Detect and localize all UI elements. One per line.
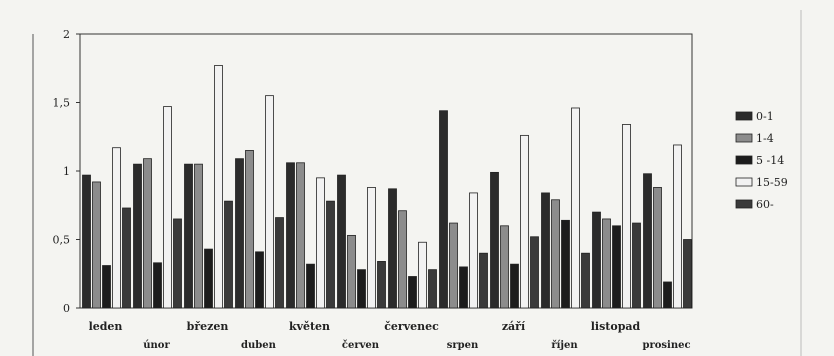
bar-září-0-1 (490, 171, 499, 309)
bar-květen-60- (326, 200, 335, 309)
x-tick-label: duben (241, 340, 277, 351)
bar-únor-60- (173, 218, 182, 309)
x-tick-label: květen (289, 320, 330, 333)
bar-červenec-5-14 (408, 276, 417, 309)
bar-listopad-5-14 (612, 225, 621, 309)
y-tick-label: 1,5 (53, 97, 71, 110)
bar-červen-1-4 (347, 234, 356, 309)
y-tick-label: 0 (63, 302, 70, 315)
bar-květen-1-4 (296, 162, 305, 309)
bar-září-1-4 (500, 225, 509, 309)
x-tick-label: prosinec (642, 340, 690, 351)
legend-swatch (735, 177, 753, 187)
legend-label: 5 -14 (756, 154, 784, 167)
bar-prosinec-5-14 (663, 281, 672, 309)
bar-srpen-60- (479, 252, 488, 309)
y-tick-label: 2 (63, 28, 70, 41)
legend-swatch (735, 155, 753, 165)
bar-leden-15-59 (112, 147, 121, 309)
bar-leden-1-4 (92, 181, 101, 309)
bar-prosinec-0-1 (643, 173, 652, 309)
legend-swatch (735, 133, 753, 143)
bar-srpen-15-59 (469, 192, 478, 309)
x-tick-label: březen (187, 320, 229, 333)
bar-listopad-60- (632, 222, 641, 309)
x-tick-label: říjen (551, 340, 578, 351)
y-tick-label: 1 (63, 165, 70, 178)
bar-červenec-1-4 (398, 210, 407, 309)
bar-leden-5-14 (102, 265, 111, 309)
bar-červenec-60- (428, 269, 437, 309)
bar-prosinec-60- (683, 239, 692, 309)
bar-únor-1-4 (143, 158, 152, 309)
bar-říjen-0-1 (541, 192, 550, 309)
bar-březen-0-1 (184, 163, 193, 309)
bar-leden-60- (122, 207, 131, 309)
bar-březen-5-14 (204, 248, 213, 309)
bar-červen-15-59 (367, 187, 376, 309)
bar-říjen-5-14 (561, 219, 570, 309)
bar-červenec-0-1 (388, 188, 397, 309)
bar-březen-1-4 (194, 163, 203, 309)
bar-červenec-15-59 (418, 241, 427, 309)
bar-srpen-1-4 (449, 222, 458, 309)
bar-květen-15-59 (316, 177, 325, 309)
bar-duben-1-4 (245, 150, 254, 309)
x-tick-label: srpen (447, 340, 479, 351)
y-tick-label: 0,5 (53, 234, 71, 247)
bar-září-60- (530, 236, 539, 309)
x-tick-label: listopad (591, 320, 641, 333)
bar-červen-60- (377, 261, 386, 309)
x-tick-label: červenec (384, 320, 439, 333)
bar-prosinec-15-59 (673, 144, 682, 309)
bar-leden-0-1 (82, 174, 91, 309)
bar-srpen-0-1 (439, 110, 448, 309)
x-tick-label: červen (342, 340, 380, 351)
legend-swatch (735, 111, 753, 121)
bars (82, 65, 692, 309)
bar-listopad-15-59 (622, 124, 631, 309)
bar-říjen-15-59 (571, 107, 580, 309)
legend-label: 15-59 (756, 176, 788, 189)
legend: 0-1 1-4 5 -14 15-59 60- (735, 110, 788, 211)
bar-duben-5-14 (255, 251, 264, 309)
bar-říjen-60- (581, 252, 590, 309)
x-tick-label: září (502, 320, 526, 333)
bar-srpen-5-14 (459, 266, 468, 309)
y-axis: 0 0,5 1 1,5 2 (53, 28, 80, 315)
x-axis-labels: leden únor březen duben květen červen červenec… (89, 320, 691, 351)
legend-label: 60- (756, 198, 774, 211)
bar-květen-5-14 (306, 263, 315, 309)
bar-říjen-1-4 (551, 199, 560, 309)
bar-únor-15-59 (163, 106, 172, 309)
legend-label: 0-1 (756, 110, 774, 123)
bar-červen-0-1 (337, 174, 346, 309)
bar-září-5-14 (510, 263, 519, 309)
bar-duben-15-59 (265, 95, 274, 309)
legend-label: 1-4 (756, 132, 774, 145)
bar-květen-0-1 (286, 162, 295, 309)
bar-únor-5-14 (153, 262, 162, 309)
bar-duben-0-1 (235, 158, 244, 309)
bar-březen-15-59 (214, 65, 223, 309)
x-tick-label: únor (143, 340, 170, 351)
bar-červen-5-14 (357, 269, 366, 309)
bar-březen-60- (224, 200, 233, 309)
bar-únor-0-1 (133, 163, 142, 309)
bar-duben-60- (275, 217, 284, 309)
bar-listopad-0-1 (592, 211, 601, 309)
bar-září-15-59 (520, 134, 529, 309)
legend-swatch (735, 199, 753, 209)
bar-prosinec-1-4 (653, 187, 662, 309)
bar-listopad-1-4 (602, 218, 611, 309)
x-tick-label: leden (89, 320, 123, 333)
